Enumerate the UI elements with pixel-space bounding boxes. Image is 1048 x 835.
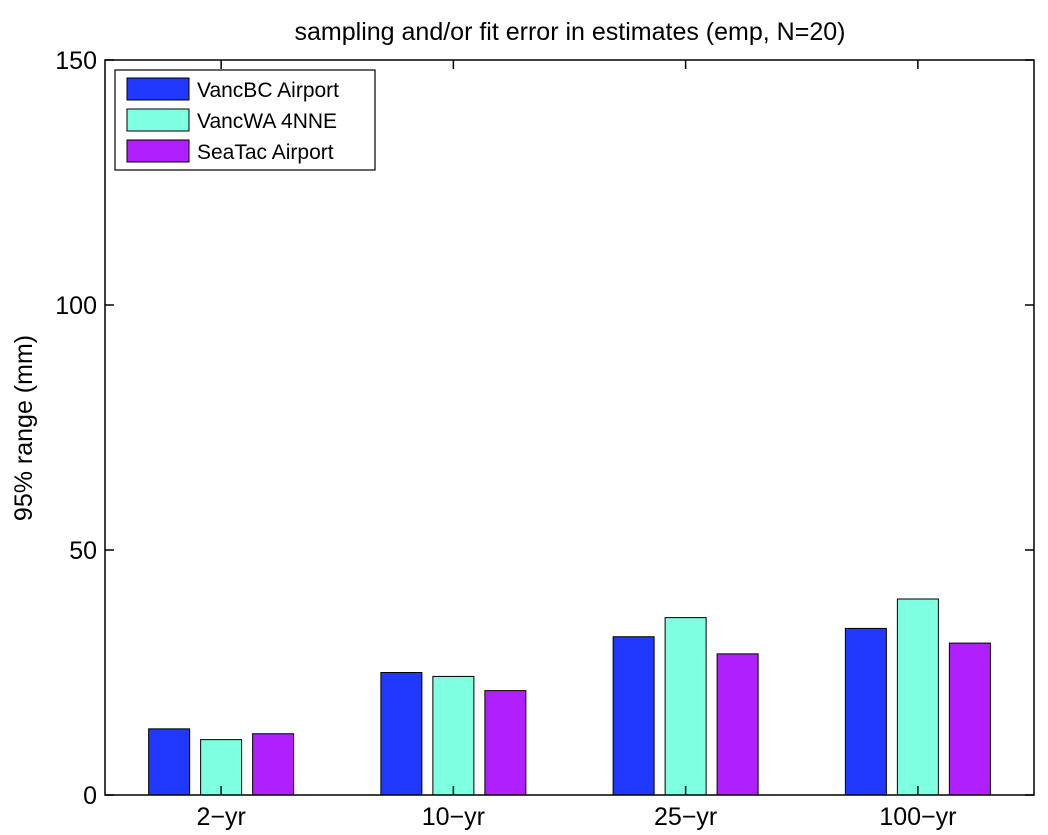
bar-2-3: [664, 617, 707, 796]
legend: VancBC Airport VancWA 4NNE SeaTac Airport: [114, 69, 376, 171]
axes-group: 0 50 100 150 2−yr 10−yr 25−yr 100−yr: [55, 47, 1035, 831]
bar-2-4: [896, 598, 939, 796]
legend-label-2: VancWA 4NNE: [197, 110, 337, 133]
legend-label-3: SeaTac Airport: [197, 141, 334, 164]
y-tick-label: 150: [55, 47, 97, 75]
x-tick-label: 2−yr: [196, 803, 245, 831]
bar-1-1: [148, 728, 191, 796]
bar-1-2: [380, 672, 423, 796]
legend-swatch-2: [126, 108, 190, 132]
bar-2-1: [200, 739, 243, 796]
plot-frame: [104, 59, 1035, 796]
x-tick-label: 100−yr: [879, 803, 956, 831]
bar-2-2: [432, 675, 475, 796]
y-tick-label: 50: [69, 537, 97, 565]
y-tick-label: 0: [83, 782, 97, 810]
bar-3-3: [716, 653, 759, 796]
x-tick-label: 25−yr: [654, 803, 717, 831]
x-tick-label: 10−yr: [422, 803, 485, 831]
legend-label-1: VancBC Airport: [197, 79, 339, 102]
bar-3-4: [948, 642, 991, 796]
legend-swatch-3: [126, 139, 190, 163]
y-axis-label: 95% range (mm): [10, 335, 38, 521]
legend-swatch-1: [126, 77, 190, 101]
bar-1-4: [844, 627, 887, 796]
bar-3-2: [484, 690, 527, 796]
y-tick-label: 100: [55, 292, 97, 320]
chart-title: sampling and/or fit error in estimates (…: [295, 18, 846, 46]
bar-3-1: [252, 733, 295, 796]
bars-group: [148, 598, 991, 796]
bar-1-3: [612, 636, 655, 796]
